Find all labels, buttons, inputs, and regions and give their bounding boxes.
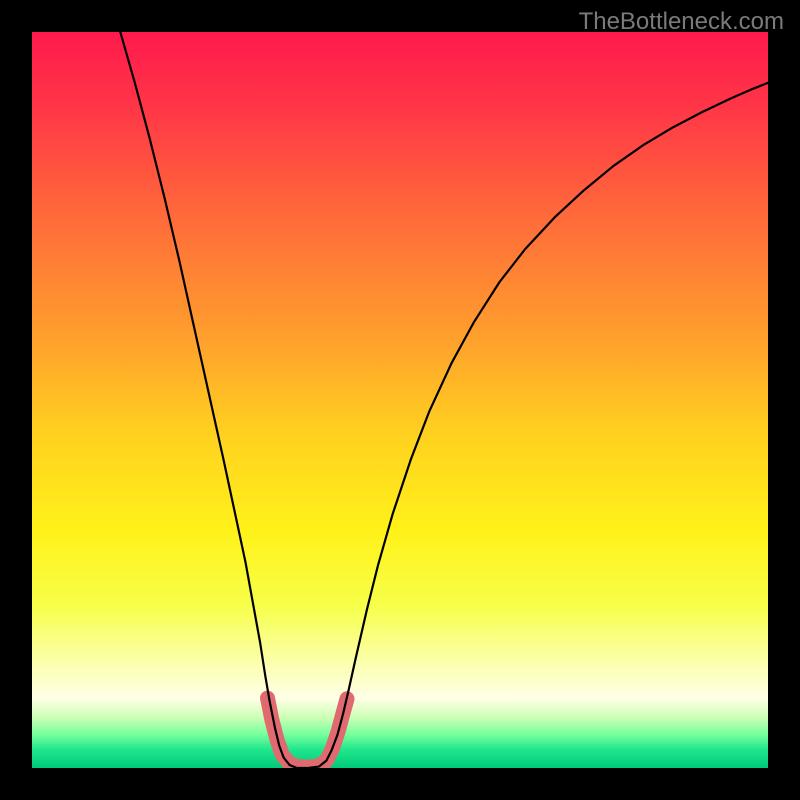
watermark-text: TheBottleneck.com: [579, 8, 784, 36]
plot-area: [32, 32, 768, 768]
chart-root: TheBottleneck.com: [0, 0, 800, 800]
chart-svg: [32, 32, 768, 768]
gradient-background: [32, 32, 768, 768]
